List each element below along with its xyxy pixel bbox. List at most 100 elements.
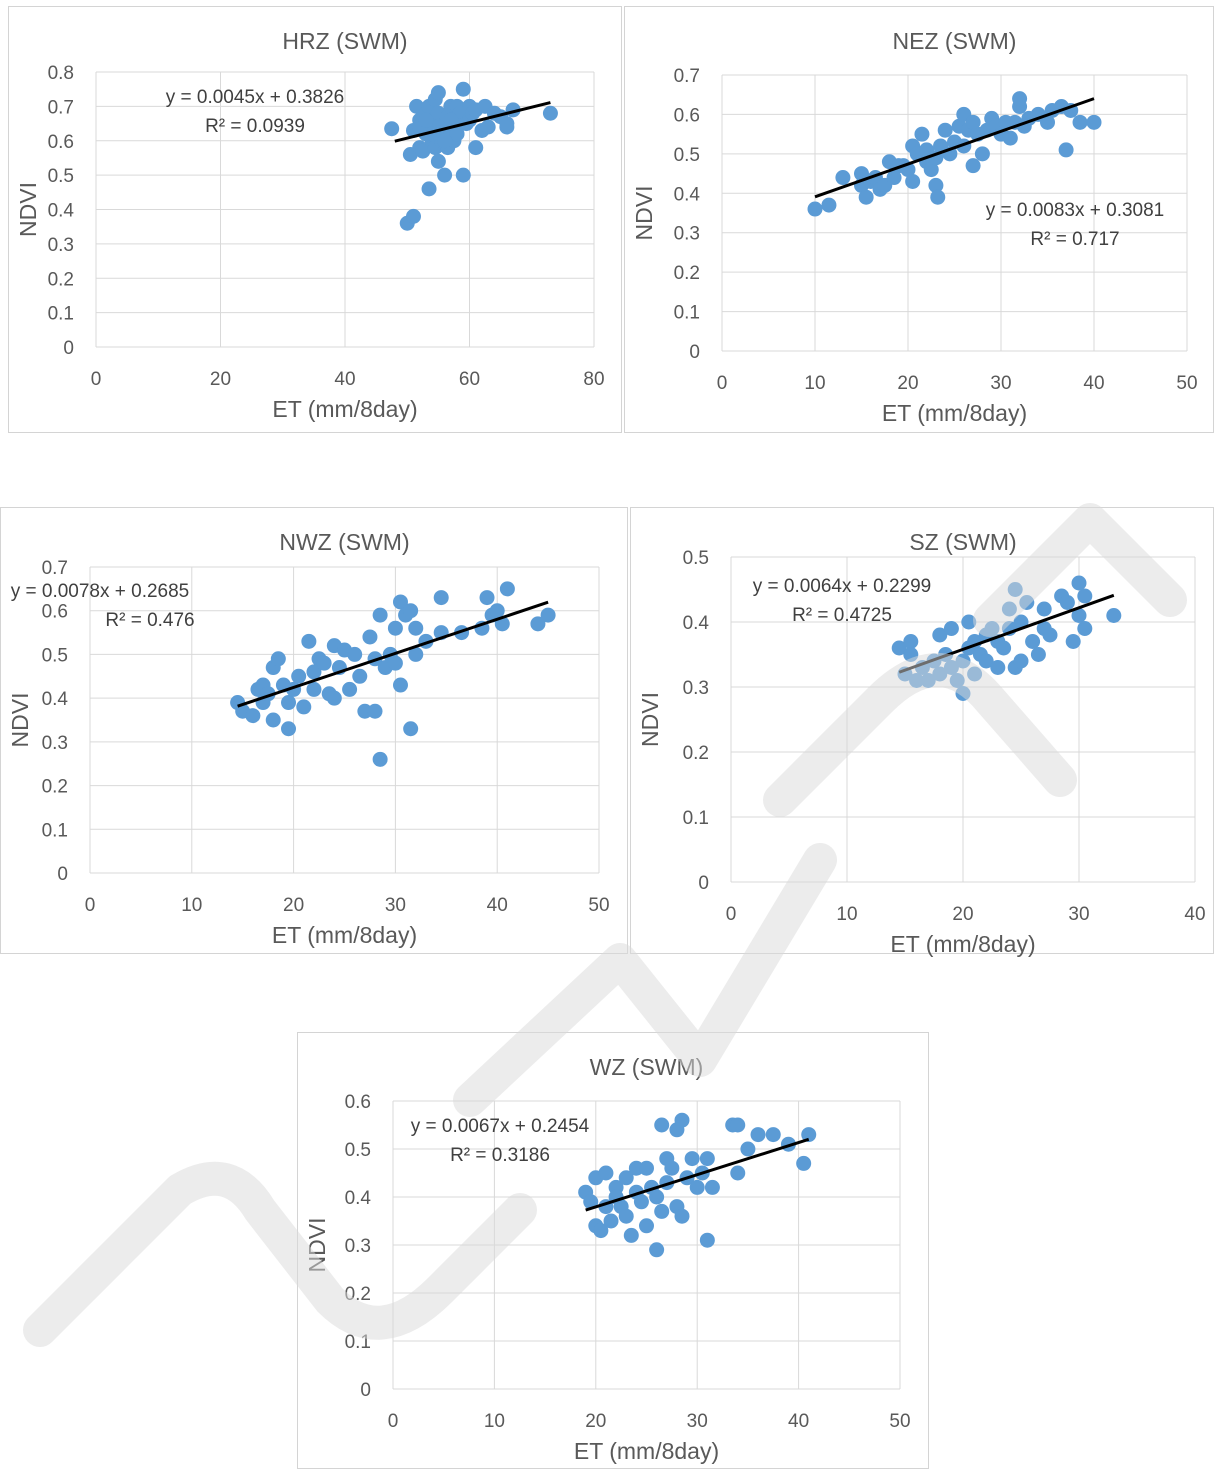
y-tick-label: 0.4 bbox=[683, 613, 710, 634]
x-tick-label: 40 bbox=[1184, 904, 1205, 925]
y-tick-label: 0.5 bbox=[42, 645, 68, 666]
x-tick-label: 30 bbox=[990, 373, 1011, 394]
x-tick-label: 30 bbox=[1068, 904, 1089, 925]
y-tick-label: 0.1 bbox=[42, 820, 68, 841]
chart-frame bbox=[630, 507, 1214, 954]
y-tick-label: 0.2 bbox=[683, 743, 709, 764]
x-tick-label: 80 bbox=[583, 369, 604, 390]
y-tick-label: 0.6 bbox=[42, 602, 68, 623]
data-point bbox=[468, 140, 484, 156]
chart-title: NEZ (SWM) bbox=[893, 28, 1017, 54]
data-point bbox=[479, 590, 495, 606]
chart-frame bbox=[297, 1032, 929, 1469]
y-tick-label: 0 bbox=[698, 873, 709, 894]
r-squared-label: R² = 0.717 bbox=[1030, 229, 1119, 250]
data-point bbox=[408, 620, 424, 636]
data-point bbox=[342, 681, 358, 697]
data-point bbox=[437, 167, 453, 183]
data-point bbox=[796, 1155, 812, 1171]
data-point bbox=[649, 1242, 665, 1258]
data-point bbox=[684, 1151, 700, 1167]
data-point bbox=[433, 590, 449, 606]
data-point bbox=[623, 1227, 639, 1243]
data-point bbox=[996, 640, 1012, 656]
data-point bbox=[1071, 575, 1087, 591]
data-point bbox=[765, 1127, 781, 1143]
data-point bbox=[1106, 608, 1122, 623]
r-squared-label: R² = 0.0939 bbox=[205, 116, 305, 137]
data-point bbox=[281, 721, 297, 737]
x-axis-label: ET (mm/8day) bbox=[272, 396, 417, 422]
data-point bbox=[740, 1141, 756, 1157]
data-point bbox=[1065, 634, 1081, 649]
data-point bbox=[1036, 601, 1052, 617]
data-point bbox=[639, 1218, 654, 1234]
y-tick-label: 0.3 bbox=[42, 733, 68, 754]
data-point bbox=[967, 666, 983, 682]
data-point bbox=[984, 621, 1000, 636]
y-tick-label: 0.5 bbox=[48, 166, 74, 187]
x-tick-label: 40 bbox=[487, 895, 508, 916]
x-axis-label: ET (mm/8day) bbox=[882, 400, 1027, 426]
data-point bbox=[306, 681, 322, 697]
trendline bbox=[585, 1137, 810, 1212]
y-tick-label: 0.1 bbox=[683, 808, 709, 829]
x-axis-label: ET (mm/8day) bbox=[890, 931, 1035, 957]
x-tick-label: 30 bbox=[385, 895, 406, 916]
x-tick-label: 10 bbox=[804, 373, 825, 394]
data-point bbox=[367, 703, 383, 719]
data-point bbox=[455, 167, 471, 183]
data-point bbox=[618, 1208, 634, 1224]
y-axis-label: NDVI bbox=[631, 186, 657, 241]
x-tick-label: 10 bbox=[836, 904, 857, 925]
data-point bbox=[372, 607, 388, 623]
data-point bbox=[932, 627, 948, 643]
y-axis-label: NDVI bbox=[7, 693, 33, 748]
data-point bbox=[949, 673, 965, 688]
chart-3: 0 0.1 0.2 0.3 0.4 0.5 0 10 20 30 40 SZ (SWM) ET (mm/… bbox=[630, 507, 1214, 957]
x-tick-label: 20 bbox=[210, 369, 231, 390]
y-tick-label: 0.8 bbox=[48, 63, 74, 84]
data-point bbox=[801, 1127, 817, 1143]
data-point bbox=[437, 133, 453, 149]
x-tick-label: 0 bbox=[85, 895, 96, 916]
data-point bbox=[974, 146, 990, 162]
x-tick-label: 20 bbox=[897, 373, 918, 394]
data-point bbox=[1012, 91, 1028, 107]
data-point bbox=[326, 690, 342, 706]
y-tick-label: 0.7 bbox=[48, 97, 74, 118]
x-tick-label: 50 bbox=[588, 895, 609, 916]
y-tick-label: 0.3 bbox=[48, 235, 74, 256]
x-tick-label: 0 bbox=[91, 369, 102, 390]
data-point bbox=[480, 119, 496, 135]
trendline-equation: y = 0.0045x + 0.3826 bbox=[166, 87, 345, 108]
data-point bbox=[455, 81, 471, 97]
data-point bbox=[930, 189, 946, 205]
data-point bbox=[499, 116, 515, 132]
chart-2: 0 0.1 0.2 0.3 0.4 0.5 0.6 0.7 0 10 20 30 40 50 NWZ (SW… bbox=[0, 507, 628, 954]
data-point bbox=[886, 170, 902, 186]
r-squared-label: R² = 0.4725 bbox=[792, 605, 892, 626]
data-point bbox=[408, 646, 424, 662]
chart-4: 0 0.1 0.2 0.3 0.4 0.5 0.6 0 10 20 30 40 50 WZ (SWM) ET… bbox=[297, 1032, 929, 1469]
x-tick-label: 40 bbox=[334, 369, 355, 390]
x-tick-label: 20 bbox=[283, 895, 304, 916]
chart-frame bbox=[8, 6, 622, 433]
x-tick-label: 20 bbox=[585, 1411, 606, 1432]
data-point bbox=[649, 1189, 665, 1205]
trendline bbox=[814, 97, 1095, 199]
data-point bbox=[699, 1232, 715, 1248]
y-tick-label: 0.1 bbox=[48, 304, 74, 325]
data-point bbox=[1013, 653, 1029, 669]
y-tick-label: 0.6 bbox=[345, 1092, 371, 1113]
data-point bbox=[750, 1127, 766, 1143]
data-point bbox=[943, 621, 959, 636]
y-tick-label: 0.2 bbox=[42, 777, 68, 798]
y-axis-label: NDVI bbox=[15, 182, 41, 237]
y-tick-label: 0 bbox=[360, 1380, 371, 1401]
data-point bbox=[937, 122, 953, 138]
x-tick-label: 50 bbox=[1176, 373, 1197, 394]
data-point bbox=[415, 143, 431, 159]
y-tick-label: 0.2 bbox=[345, 1284, 371, 1305]
y-tick-label: 0.5 bbox=[345, 1140, 371, 1161]
